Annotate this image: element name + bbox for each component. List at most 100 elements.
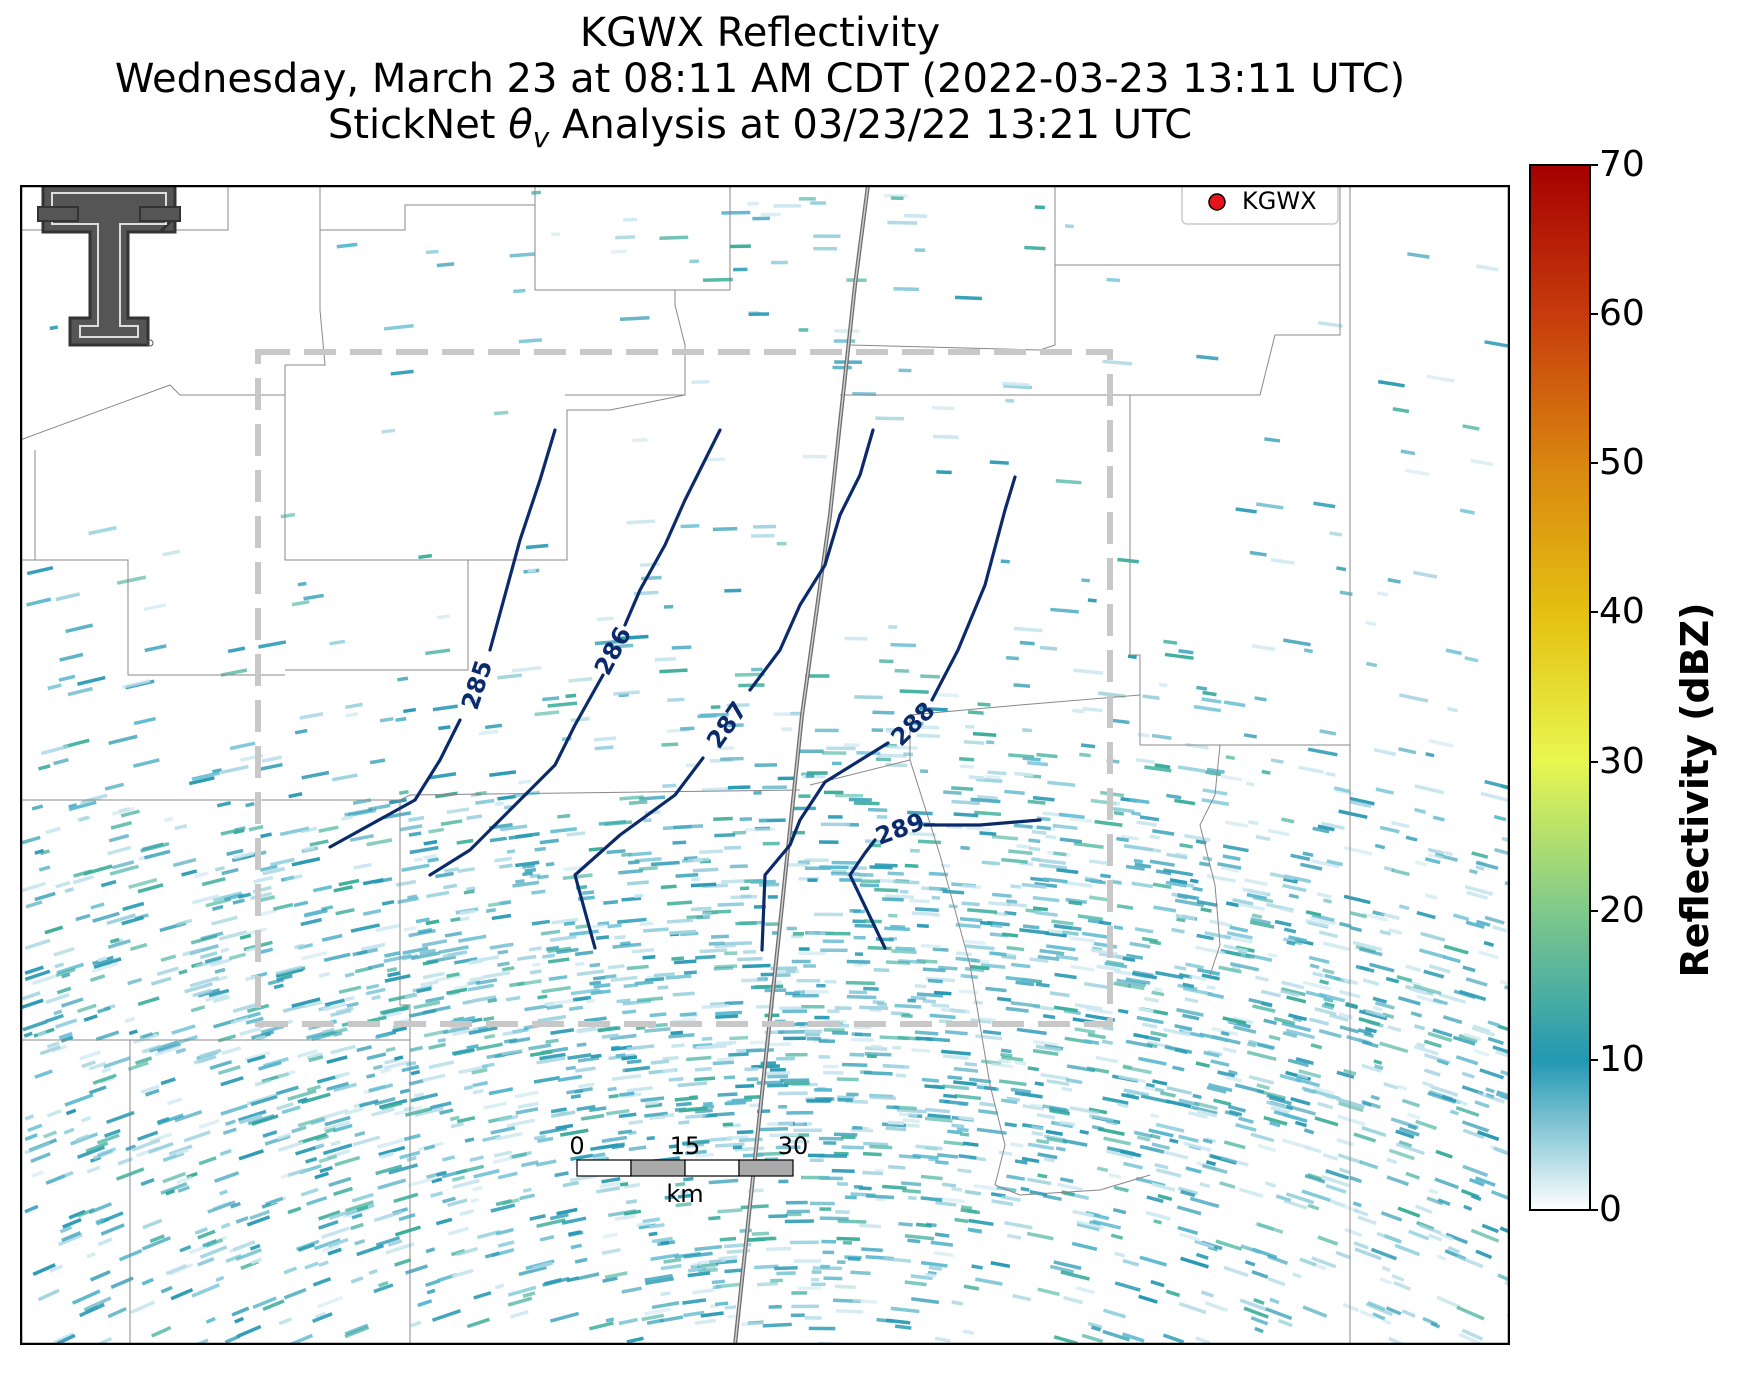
echo-cell — [787, 1139, 810, 1144]
echo-cell — [1349, 911, 1368, 919]
echo-cell — [858, 1186, 872, 1191]
echo-cell — [780, 1078, 810, 1083]
echo-cell — [1001, 857, 1028, 864]
echo-cell — [1268, 1095, 1292, 1106]
echo-cell — [116, 575, 147, 585]
echo-cell — [524, 867, 537, 873]
echo-cell — [907, 998, 916, 1003]
radar-map[interactable]: 285 286 287 288 289 KGWX 0 15 30 km — [20, 185, 1510, 1345]
echo-cell — [247, 1113, 275, 1126]
echo-cell — [1069, 816, 1093, 824]
echo-cell — [1423, 1068, 1441, 1077]
echo-cell — [909, 848, 920, 853]
echo-cell — [1195, 1252, 1209, 1260]
echo-cell — [886, 1105, 900, 1110]
echo-cell — [1138, 1007, 1154, 1014]
echo-cell — [920, 1174, 943, 1181]
echo-cell — [1359, 1160, 1379, 1170]
echo-cell — [1244, 878, 1268, 887]
echo-cell — [225, 1119, 236, 1126]
echo-cell — [813, 912, 843, 917]
echo-cell — [951, 1186, 963, 1192]
echo-cell — [940, 863, 951, 868]
echo-cell — [823, 1276, 843, 1281]
echo-cell — [421, 939, 448, 948]
echo-cell — [955, 923, 981, 929]
echo-cell — [765, 922, 780, 926]
echo-cell — [219, 1149, 232, 1157]
echo-cell — [970, 964, 990, 971]
echo-cell — [1322, 941, 1350, 952]
echo-cell — [345, 712, 359, 718]
echo-cell — [714, 1142, 745, 1148]
echo-cell — [545, 862, 555, 867]
echo-cell — [1239, 1298, 1268, 1312]
echo-cell — [280, 512, 296, 519]
echo-cell — [767, 1121, 794, 1126]
echo-cell — [916, 733, 941, 739]
title-line-1: KGWX Reflectivity — [579, 10, 941, 56]
echo-cell — [1273, 1016, 1296, 1026]
echo-cell — [767, 1074, 789, 1079]
echo-cell — [967, 1227, 983, 1234]
echo-cell — [1022, 728, 1033, 733]
echo-cell — [1192, 886, 1203, 892]
echo-cell — [230, 1201, 241, 1209]
echo-cell — [1125, 953, 1144, 960]
colorbar-gradient — [1529, 164, 1591, 1211]
echo-cell — [326, 1055, 348, 1064]
echo-cell — [272, 902, 294, 911]
echo-cell — [79, 1050, 101, 1061]
echo-cell — [431, 1309, 462, 1322]
radar-echoes — [20, 190, 1510, 1345]
echo-cell — [1458, 1033, 1478, 1043]
echo-cell — [425, 919, 440, 926]
echo-cell — [691, 877, 700, 882]
echo-cell — [942, 1054, 969, 1061]
echo-cell — [1189, 974, 1207, 982]
echo-cell — [888, 625, 898, 629]
echo-cell — [140, 841, 170, 853]
echo-cell — [754, 984, 784, 989]
echo-cell — [293, 900, 309, 908]
echo-cell — [372, 1064, 383, 1071]
echo-cell — [428, 827, 445, 834]
echo-cell — [596, 1186, 621, 1194]
echo-cell — [497, 949, 509, 955]
echo-cell — [1139, 1144, 1165, 1154]
echo-cell — [1386, 1157, 1398, 1165]
echo-cell — [1108, 1172, 1122, 1180]
echo-cell — [859, 872, 874, 877]
echo-cell — [117, 1156, 133, 1166]
echo-cell — [137, 1130, 159, 1141]
echo-cell — [471, 1068, 488, 1075]
echo-cell — [951, 1300, 964, 1306]
scale-tick-15: 15 — [670, 1132, 701, 1160]
echo-cell — [854, 695, 883, 700]
echo-cell — [212, 904, 224, 911]
echo-cell — [937, 1153, 959, 1159]
echo-cell — [1060, 1270, 1090, 1281]
echo-cell — [967, 710, 984, 715]
echo-cell — [944, 1029, 968, 1036]
echo-cell — [365, 987, 386, 996]
echo-cell — [773, 204, 802, 208]
echo-cell — [417, 1299, 433, 1308]
echo-cell — [456, 1246, 479, 1257]
echo-cell — [699, 948, 728, 954]
echo-cell — [557, 813, 571, 819]
echo-cell — [679, 1190, 689, 1195]
echo-cell — [649, 1223, 665, 1229]
echo-cell — [1042, 1193, 1062, 1202]
echo-cell — [238, 1149, 264, 1161]
echo-cell — [1405, 1171, 1420, 1180]
echo-cell — [1398, 747, 1417, 755]
echo-cell — [1365, 620, 1377, 627]
echo-cell — [649, 1115, 665, 1121]
echo-cell — [1010, 962, 1031, 969]
echo-cell — [1144, 1085, 1158, 1092]
echo-cell — [1218, 965, 1242, 974]
echo-cell — [673, 1151, 684, 1156]
echo-cell — [764, 988, 787, 993]
echo-cell — [165, 1263, 188, 1276]
